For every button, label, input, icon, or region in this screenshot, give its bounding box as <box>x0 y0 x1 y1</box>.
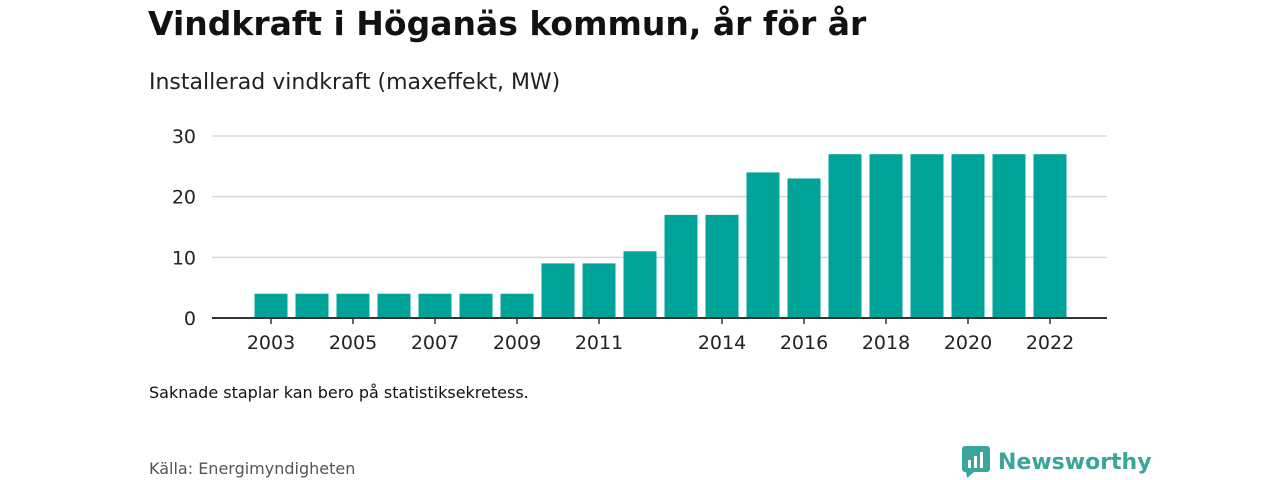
bar-2013 <box>664 214 698 318</box>
bar-2012 <box>623 251 657 318</box>
brand-name: Newsworthy <box>998 449 1152 475</box>
x-tick-label: 2011 <box>575 332 623 354</box>
newsworthy-logo-icon <box>962 446 990 478</box>
bar-2014 <box>705 214 739 318</box>
tick-labels: 0 10 20 30 2003 2005 2007 2009 2011 2014 2016 2018 2… <box>172 126 1074 354</box>
y-tick-label: 10 <box>172 247 196 269</box>
bar-2010 <box>541 263 575 318</box>
bar-2004 <box>295 293 329 318</box>
bar-2018 <box>869 154 903 318</box>
bar-2005 <box>336 293 370 318</box>
bar-2003 <box>254 293 288 318</box>
bar-2022 <box>1033 154 1067 318</box>
bar-2019 <box>910 154 944 318</box>
x-tick-label: 2003 <box>247 332 295 354</box>
bar-chart: 0 10 20 30 2003 2005 2007 2009 2011 2014 2016 2018 2… <box>172 126 1107 354</box>
bar-2021 <box>992 154 1026 318</box>
axes <box>212 317 1107 324</box>
bar-2016 <box>787 178 821 318</box>
x-tick-label: 2020 <box>944 332 992 354</box>
bars <box>254 154 1067 318</box>
x-tick-label: 2005 <box>329 332 377 354</box>
bar-2020 <box>951 154 985 318</box>
footnote: Saknade staplar kan bero på statistiksek… <box>149 383 529 402</box>
bar-2015 <box>746 172 780 318</box>
x-tick-label: 2016 <box>780 332 828 354</box>
bar-2007 <box>418 293 452 318</box>
source-credit: Källa: Energimyndigheten <box>149 459 356 478</box>
x-tick-label: 2007 <box>411 332 459 354</box>
x-tick-label: 2018 <box>862 332 910 354</box>
bar-2017 <box>828 154 862 318</box>
chart-subtitle: Installerad vindkraft (maxeffekt, MW) <box>149 70 561 95</box>
x-tick-label: 2022 <box>1026 332 1074 354</box>
chart-title: Vindkraft i Höganäs kommun, år för år <box>148 4 867 43</box>
x-tick-label: 2009 <box>493 332 541 354</box>
x-tick-label: 2014 <box>698 332 746 354</box>
bar-2009 <box>500 293 534 318</box>
y-tick-label: 30 <box>172 126 196 148</box>
bar-2006 <box>377 293 411 318</box>
y-tick-label: 20 <box>172 187 196 209</box>
newsworthy-brand: Newsworthy <box>962 446 1152 478</box>
y-tick-label: 0 <box>184 308 196 330</box>
bar-2008 <box>459 293 493 318</box>
bar-2011 <box>582 263 616 318</box>
